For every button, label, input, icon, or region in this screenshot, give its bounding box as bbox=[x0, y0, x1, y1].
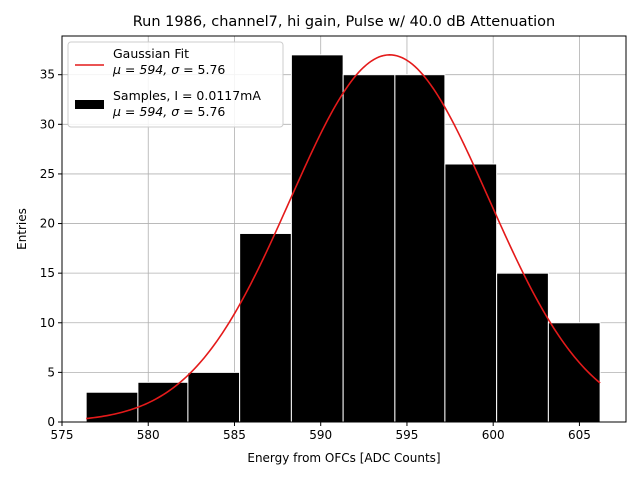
chart-title: Run 1986, channel7, hi gain, Pulse w/ 40… bbox=[133, 14, 556, 30]
x-tick-label: 605 bbox=[568, 428, 591, 442]
x-tick-label: 590 bbox=[309, 428, 332, 442]
legend-samples-title: Samples, I = 0.0117mA bbox=[113, 88, 261, 103]
x-axis-label: Energy from OFCs [ADC Counts] bbox=[247, 451, 440, 465]
x-tick-label: 585 bbox=[223, 428, 246, 442]
histogram-bar bbox=[496, 272, 549, 423]
legend-samples-sigma-value: = 5.76 bbox=[179, 104, 225, 119]
legend-fit-mu: μ = 594, bbox=[112, 62, 171, 77]
x-tick-label: 600 bbox=[482, 428, 505, 442]
histogram-bars bbox=[85, 54, 601, 423]
legend-fit-title: Gaussian Fit bbox=[113, 46, 189, 61]
legend-samples-mu: μ = 594, bbox=[112, 104, 171, 119]
legend-fit-sigma-symbol: σ bbox=[171, 62, 180, 77]
y-tick-label: 5 bbox=[47, 365, 55, 379]
x-tick-label: 580 bbox=[137, 428, 160, 442]
legend-box bbox=[67, 41, 284, 128]
legend-samples-stats: μ = 594, σ = 5.76 bbox=[112, 104, 225, 119]
x-axis-ticks: 575 580 585 590 595 600 605 bbox=[51, 422, 591, 442]
legend-samples-swatch bbox=[75, 100, 104, 109]
y-tick-label: 35 bbox=[40, 68, 55, 82]
histogram-bar bbox=[187, 371, 241, 423]
x-tick-label: 595 bbox=[396, 428, 419, 442]
x-tick-label: 575 bbox=[51, 428, 74, 442]
y-tick-label: 30 bbox=[40, 117, 55, 131]
plot-frame bbox=[61, 35, 627, 423]
y-tick-label: 15 bbox=[40, 266, 55, 280]
y-tick-label: 0 bbox=[47, 415, 55, 429]
histogram-bar bbox=[290, 54, 344, 423]
y-axis-ticks: 0 5 10 15 20 25 30 35 bbox=[40, 68, 62, 429]
y-tick-label: 10 bbox=[40, 316, 55, 330]
legend-fit-sigma-value: = 5.76 bbox=[179, 62, 225, 77]
histogram-bar bbox=[547, 322, 601, 423]
histogram-bar bbox=[239, 232, 292, 423]
y-axis-label: Entries bbox=[15, 208, 29, 250]
y-tick-label: 20 bbox=[40, 217, 55, 231]
gaussian-fit-curve bbox=[86, 54, 601, 420]
histogram-bar bbox=[444, 163, 498, 423]
histogram-bar bbox=[394, 74, 446, 423]
histogram-bar bbox=[342, 74, 396, 423]
histogram-bar bbox=[137, 381, 189, 423]
gaussian-fit bbox=[86, 54, 601, 420]
legend-fit-stats: μ = 594, σ = 5.76 bbox=[112, 62, 225, 77]
legend: Gaussian Fit μ = 594, σ = 5.76 Samples, … bbox=[67, 41, 284, 128]
legend-samples-sigma-symbol: σ bbox=[171, 104, 180, 119]
y-tick-label: 25 bbox=[40, 167, 55, 181]
